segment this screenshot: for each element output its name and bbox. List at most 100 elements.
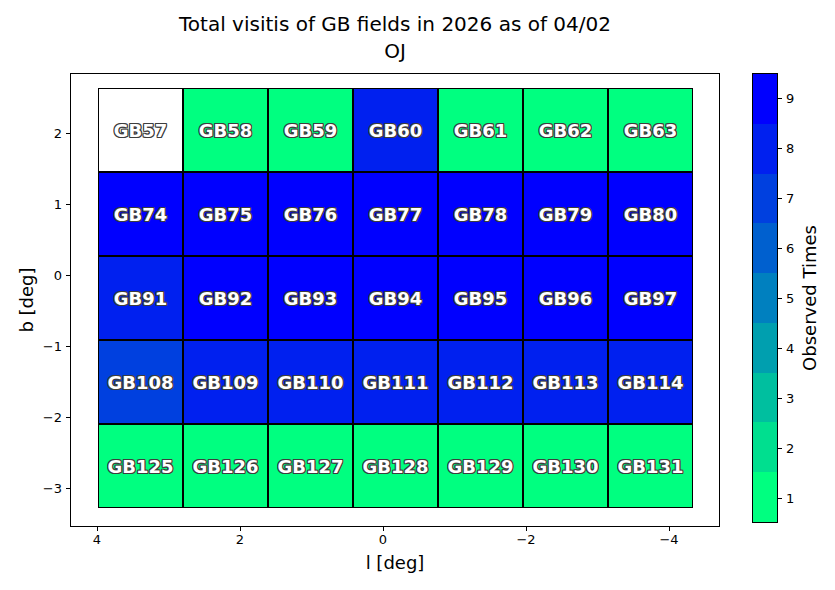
- x-tick-label: 4: [93, 532, 101, 547]
- field-cell-GB75: GB75: [183, 172, 268, 256]
- field-label: GB62: [539, 120, 593, 141]
- y-axis-label: b [deg]: [16, 267, 37, 332]
- field-label: GB76: [284, 204, 338, 225]
- colorbar-label: Observed Times: [799, 225, 820, 371]
- field-cell-GB57: GB57: [98, 88, 183, 172]
- y-tick-mark: [66, 275, 70, 276]
- y-tick-mark: [66, 204, 70, 205]
- colorbar-tick-mark: [778, 348, 782, 349]
- field-label: GB127: [277, 456, 343, 477]
- field-label: GB114: [617, 372, 683, 393]
- field-cell-GB131: GB131: [608, 424, 693, 508]
- colorbar-band-1: [753, 472, 777, 522]
- field-label: GB129: [447, 456, 513, 477]
- field-label: GB79: [539, 204, 593, 225]
- colorbar-band-4: [753, 323, 777, 373]
- field-label: GB111: [362, 372, 428, 393]
- colorbar-tick-label: 1: [786, 491, 794, 506]
- field-cell-GB59: GB59: [268, 88, 353, 172]
- colorbar-tick-mark: [778, 498, 782, 499]
- y-tick-mark: [66, 133, 70, 134]
- colorbar-tick-label: 4: [786, 341, 794, 356]
- x-axis-label: l [deg]: [70, 552, 720, 573]
- colorbar-tick-mark: [778, 448, 782, 449]
- field-cell-GB125: GB125: [98, 424, 183, 508]
- colorbar: [752, 73, 778, 523]
- field-label: GB63: [624, 120, 678, 141]
- field-cell-GB76: GB76: [268, 172, 353, 256]
- field-label: GB61: [454, 120, 508, 141]
- colorbar-tick-label: 2: [786, 441, 794, 456]
- field-cell-GB111: GB111: [353, 340, 438, 424]
- field-label: GB58: [199, 120, 253, 141]
- chart-title-line2: OJ: [70, 39, 720, 63]
- y-tick-mark: [66, 417, 70, 418]
- field-label: GB96: [539, 288, 593, 309]
- x-tick-label: −4: [659, 532, 678, 547]
- y-tick-label: −3: [28, 481, 62, 496]
- field-label: GB74: [114, 204, 168, 225]
- colorbar-band-8: [753, 124, 777, 174]
- field-label: GB94: [369, 288, 423, 309]
- field-cell-GB61: GB61: [438, 88, 523, 172]
- field-cell-GB97: GB97: [608, 256, 693, 340]
- field-cell-GB95: GB95: [438, 256, 523, 340]
- field-label: GB78: [454, 204, 508, 225]
- y-tick-label: 2: [28, 126, 62, 141]
- colorbar-tick-mark: [778, 298, 782, 299]
- field-label: GB128: [362, 456, 428, 477]
- field-cell-GB92: GB92: [183, 256, 268, 340]
- colorbar-tick-label: 6: [786, 241, 794, 256]
- colorbar-tick-label: 3: [786, 391, 794, 406]
- y-tick-label: −2: [28, 410, 62, 425]
- field-label: GB92: [199, 288, 253, 309]
- colorbar-tick-mark: [778, 148, 782, 149]
- colorbar-tick-label: 9: [786, 91, 794, 106]
- field-cell-GB78: GB78: [438, 172, 523, 256]
- colorbar-band-7: [753, 174, 777, 224]
- field-cell-GB110: GB110: [268, 340, 353, 424]
- field-label: GB112: [447, 372, 513, 393]
- field-cell-GB127: GB127: [268, 424, 353, 508]
- colorbar-band-2: [753, 422, 777, 472]
- x-tick-label: 2: [236, 532, 244, 547]
- field-cell-GB94: GB94: [353, 256, 438, 340]
- field-label: GB113: [532, 372, 598, 393]
- colorbar-tick-mark: [778, 248, 782, 249]
- colorbar-tick-label: 8: [786, 141, 794, 156]
- field-label: GB108: [107, 372, 173, 393]
- y-tick-mark: [66, 488, 70, 489]
- y-tick-label: 1: [28, 197, 62, 212]
- x-tick-mark: [669, 527, 670, 531]
- field-label: GB57: [114, 120, 168, 141]
- colorbar-tick-mark: [778, 98, 782, 99]
- y-tick-mark: [66, 346, 70, 347]
- colorbar-band-3: [753, 373, 777, 423]
- figure: Total visitis of GB fields in 2026 as of…: [0, 0, 835, 590]
- field-label: GB93: [284, 288, 338, 309]
- field-label: GB130: [532, 456, 598, 477]
- colorbar-band-9: [753, 74, 777, 124]
- x-tick-mark: [383, 527, 384, 531]
- field-cell-GB74: GB74: [98, 172, 183, 256]
- field-label: GB75: [199, 204, 253, 225]
- y-tick-label: −1: [28, 339, 62, 354]
- field-cell-GB93: GB93: [268, 256, 353, 340]
- field-cell-GB79: GB79: [523, 172, 608, 256]
- field-label: GB77: [369, 204, 423, 225]
- x-tick-mark: [97, 527, 98, 531]
- x-tick-mark: [240, 527, 241, 531]
- field-cell-GB96: GB96: [523, 256, 608, 340]
- colorbar-tick-mark: [778, 198, 782, 199]
- field-cell-GB128: GB128: [353, 424, 438, 508]
- field-cell-GB113: GB113: [523, 340, 608, 424]
- field-cell-GB114: GB114: [608, 340, 693, 424]
- field-cell-GB62: GB62: [523, 88, 608, 172]
- x-tick-mark: [526, 527, 527, 531]
- field-cell-GB80: GB80: [608, 172, 693, 256]
- field-label: GB91: [114, 288, 168, 309]
- field-cell-GB129: GB129: [438, 424, 523, 508]
- x-tick-label: −2: [516, 532, 535, 547]
- field-cell-GB112: GB112: [438, 340, 523, 424]
- colorbar-band-5: [753, 273, 777, 323]
